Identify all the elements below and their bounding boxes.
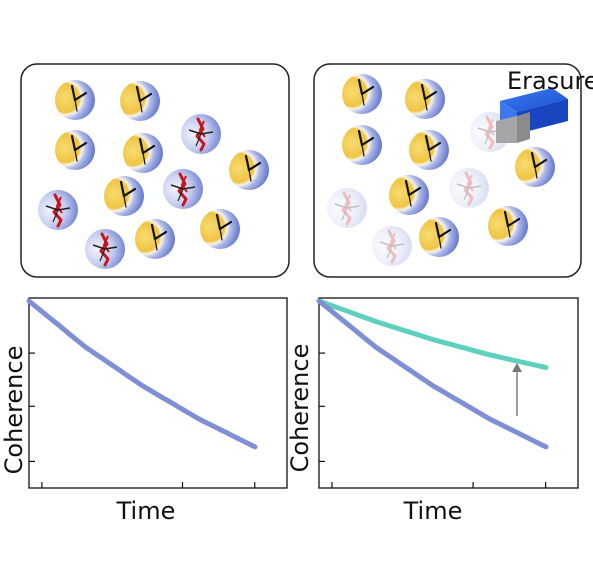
clock-particle-icon bbox=[342, 74, 382, 114]
erasure-label: Erasure bbox=[507, 67, 593, 95]
clock-particle-icon bbox=[55, 130, 95, 170]
clock-particle-icon bbox=[342, 125, 382, 165]
left-chart-frame bbox=[28, 297, 288, 489]
clock-particle-icon bbox=[135, 219, 175, 259]
left-x-axis-label: Time bbox=[116, 497, 176, 525]
left-particle-panel bbox=[20, 63, 290, 278]
clock-particle-icon bbox=[405, 79, 445, 119]
right-chart-frame bbox=[318, 297, 579, 489]
right-particle-panel: Erasure bbox=[313, 63, 593, 278]
clock-particle-icon bbox=[229, 150, 269, 190]
clock-particle-icon bbox=[200, 209, 240, 249]
improvement-arrow bbox=[512, 363, 522, 416]
clock-particle-icon bbox=[488, 206, 528, 246]
right-coherence-curve-original bbox=[316, 298, 549, 450]
clock-particle-icon bbox=[409, 130, 449, 170]
clock-particle-icon bbox=[389, 175, 429, 215]
clock-particle-icon bbox=[55, 80, 95, 120]
right-y-axis-label: Coherence bbox=[286, 344, 314, 473]
defective-particle-icon bbox=[163, 169, 203, 209]
clock-particle-icon bbox=[123, 133, 163, 173]
right-coherence-curve-erased bbox=[316, 298, 549, 371]
right-chart-ticks bbox=[319, 352, 547, 488]
left-coherence-chart: Coherence Time bbox=[0, 297, 288, 525]
right-x-axis-label: Time bbox=[403, 497, 463, 525]
eraser-icon bbox=[496, 88, 568, 143]
defective-particle-icon bbox=[85, 229, 125, 269]
erased-particle-icon bbox=[449, 168, 489, 208]
left-chart-ticks bbox=[29, 352, 256, 488]
defective-particle-icon bbox=[181, 114, 221, 154]
left-y-axis-label: Coherence bbox=[0, 346, 28, 475]
left-coherence-curve bbox=[26, 298, 258, 450]
defective-particle-icon bbox=[38, 190, 78, 230]
clock-particle-icon bbox=[120, 81, 160, 121]
erased-particle-icon bbox=[327, 188, 367, 228]
right-clock-group bbox=[327, 74, 555, 266]
clock-particle-icon bbox=[104, 176, 144, 216]
left-clock-group bbox=[38, 80, 269, 269]
clock-particle-icon bbox=[515, 147, 555, 187]
right-coherence-chart: Coherence Time bbox=[286, 297, 579, 525]
clock-particle-icon bbox=[419, 217, 459, 257]
erased-particle-icon bbox=[372, 226, 412, 266]
